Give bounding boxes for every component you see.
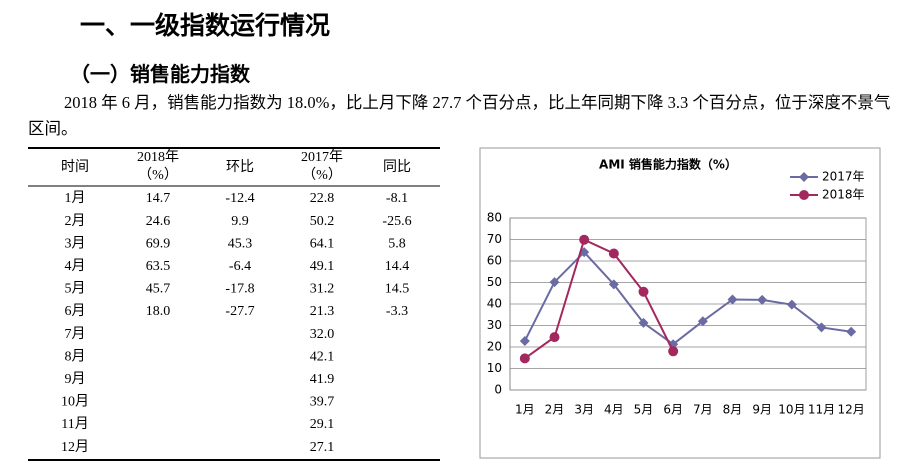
y-tick-label: 40 bbox=[487, 297, 502, 311]
table-cell: -3.3 bbox=[386, 304, 408, 319]
table-cell: -8.1 bbox=[386, 191, 408, 206]
table-cell: 22.8 bbox=[310, 191, 335, 206]
table-header: 2018年 bbox=[137, 149, 179, 165]
x-tick-label: 1月 bbox=[515, 403, 535, 417]
table-cell: 14.5 bbox=[385, 282, 410, 297]
table-cell: -6.4 bbox=[229, 259, 251, 274]
marker bbox=[846, 326, 857, 337]
y-tick-label: 0 bbox=[494, 383, 502, 397]
table-cell: 1月 bbox=[65, 190, 86, 206]
table-cell: 5月 bbox=[65, 281, 86, 297]
marker bbox=[608, 279, 619, 290]
chart-frame bbox=[479, 147, 881, 459]
table-cell: 9.9 bbox=[231, 214, 249, 229]
table-cell: 50.2 bbox=[310, 214, 335, 229]
y-tick-label: 70 bbox=[487, 232, 502, 246]
marker bbox=[579, 234, 590, 245]
table-cell: 45.3 bbox=[228, 236, 253, 251]
table-cell: -17.8 bbox=[225, 282, 254, 297]
series-line bbox=[524, 238, 675, 360]
heading: 一、一级指数运行情况 bbox=[80, 11, 331, 40]
paragraph: 2018 年 6 月，销售能力指数为 18.0%，比上月下降 27.7 个百分点… bbox=[28, 93, 891, 138]
table-cell: 7月 bbox=[65, 326, 86, 342]
table-cell: 45.7 bbox=[146, 282, 171, 297]
legend-label: 2018年 bbox=[822, 188, 865, 202]
legend-label: 2017年 bbox=[822, 170, 865, 184]
marker bbox=[757, 294, 768, 305]
marker bbox=[549, 332, 560, 343]
table-cell: 6月 bbox=[65, 303, 86, 319]
y-tick-label: 10 bbox=[487, 361, 502, 375]
x-tick-label: 3月 bbox=[574, 403, 594, 417]
plot-area bbox=[509, 217, 867, 391]
table-cell: 3月 bbox=[65, 235, 86, 251]
y-tick-label: 60 bbox=[487, 254, 502, 268]
y-tick-label: 20 bbox=[487, 340, 502, 354]
y-tick-label: 30 bbox=[487, 318, 502, 332]
table-cell: 2月 bbox=[65, 213, 86, 229]
x-tick-label: 9月 bbox=[752, 403, 772, 417]
x-tick-label: 7月 bbox=[693, 403, 713, 417]
table-cell: 27.1 bbox=[310, 440, 335, 455]
table-cell: 24.6 bbox=[146, 214, 171, 229]
marker bbox=[638, 286, 649, 297]
marker bbox=[786, 299, 797, 310]
table-cell: 5.8 bbox=[388, 236, 406, 251]
table-header: 2017年 bbox=[301, 149, 343, 165]
marker bbox=[638, 317, 649, 328]
table-cell: 63.5 bbox=[146, 259, 171, 274]
table-header: 同比 bbox=[383, 159, 411, 175]
chart-title: AMI 销售能力指数（%） bbox=[599, 157, 737, 172]
marker bbox=[668, 346, 679, 357]
x-tick-label: 4月 bbox=[604, 403, 624, 417]
marker bbox=[816, 322, 827, 333]
legend-marker bbox=[799, 190, 809, 200]
marker bbox=[727, 294, 738, 305]
table-cell: 12月 bbox=[61, 439, 89, 455]
y-tick-label: 80 bbox=[487, 211, 502, 225]
table-cell: 69.9 bbox=[146, 236, 171, 251]
table-cell: 39.7 bbox=[310, 395, 335, 410]
table-cell: 14.4 bbox=[385, 259, 410, 274]
table-cell: 14.7 bbox=[146, 191, 171, 206]
table-header: 环比 bbox=[226, 159, 254, 175]
table-cell: 18.0 bbox=[146, 304, 171, 319]
marker bbox=[519, 353, 530, 364]
table-cell: 49.1 bbox=[310, 259, 335, 274]
table-cell: -12.4 bbox=[225, 191, 254, 206]
table-cell: 10月 bbox=[61, 394, 89, 410]
x-tick-label: 2月 bbox=[545, 403, 565, 417]
marker bbox=[549, 277, 560, 288]
x-tick-label: 8月 bbox=[723, 403, 743, 417]
table-cell: 11月 bbox=[61, 416, 88, 432]
table-cell: 4月 bbox=[65, 258, 86, 274]
table-cell: -25.6 bbox=[382, 214, 411, 229]
table-cell: 9月 bbox=[65, 371, 86, 387]
table-cell: 31.2 bbox=[310, 282, 335, 297]
table-cell: 42.1 bbox=[310, 349, 335, 364]
x-tick-label: 12月 bbox=[838, 403, 865, 417]
marker bbox=[519, 335, 530, 346]
subheading: （一）销售能力指数 bbox=[70, 62, 250, 86]
table-header: （%） bbox=[138, 167, 178, 183]
table-cell: -27.7 bbox=[225, 304, 254, 319]
x-tick-label: 5月 bbox=[634, 403, 654, 417]
table-header: 时间 bbox=[61, 159, 89, 175]
x-tick-label: 6月 bbox=[663, 403, 683, 417]
x-tick-label: 11月 bbox=[808, 403, 835, 417]
y-tick-label: 50 bbox=[487, 275, 502, 289]
marker bbox=[697, 316, 708, 327]
table-cell: 32.0 bbox=[310, 327, 335, 342]
table-cell: 8月 bbox=[65, 348, 86, 364]
marker bbox=[608, 248, 619, 259]
table-cell: 64.1 bbox=[310, 236, 335, 251]
table-cell: 21.3 bbox=[310, 304, 335, 319]
table-cell: 29.1 bbox=[310, 417, 335, 432]
x-tick-label: 10月 bbox=[778, 403, 805, 417]
table-header: （%） bbox=[302, 167, 342, 183]
table-cell: 41.9 bbox=[310, 372, 335, 387]
legend-marker bbox=[799, 172, 809, 182]
